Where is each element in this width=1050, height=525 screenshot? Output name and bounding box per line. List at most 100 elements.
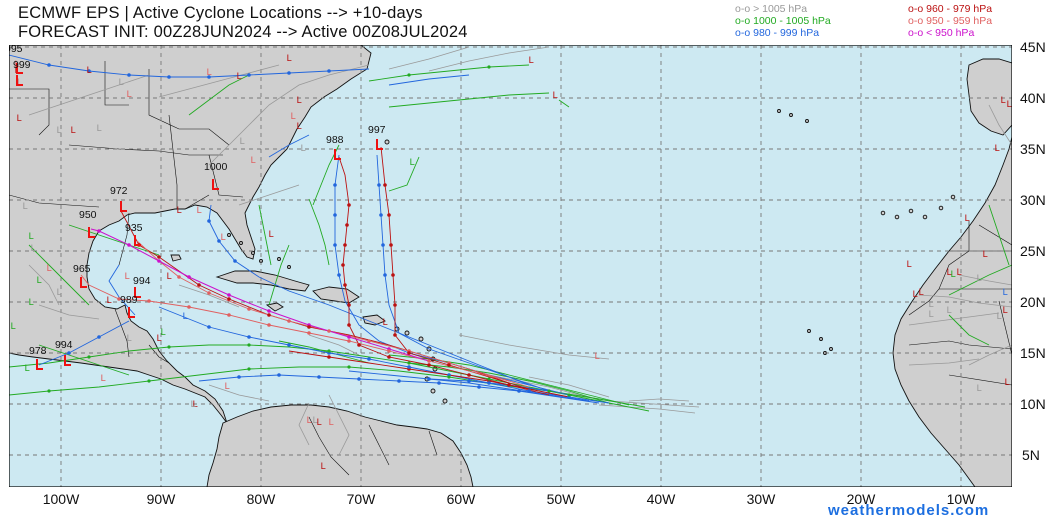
lat-label-20n: 20N (1020, 294, 1046, 310)
svg-text:L: L (22, 202, 27, 212)
svg-text:L: L (24, 364, 29, 374)
svg-text:L: L (1006, 100, 1011, 110)
svg-text:L: L (224, 382, 229, 392)
svg-text:L: L (290, 112, 295, 122)
land-atlantic-islands (384, 109, 956, 355)
svg-text:L: L (594, 352, 599, 362)
svg-text:L: L (28, 232, 33, 242)
pressure-label: 950 (79, 209, 97, 221)
svg-text:L: L (192, 400, 197, 410)
svg-text:L: L (118, 78, 123, 88)
svg-text:L: L (220, 233, 225, 243)
pressure-label: 988 (326, 134, 344, 146)
svg-text:L: L (996, 312, 1001, 322)
map-title-line-1: ECMWF EPS | Active Cyclone Locations -->… (18, 4, 423, 22)
legend-960-979: o-o 960 - 979 hPa (908, 3, 993, 15)
lon-label-10w: 10W (946, 491, 976, 507)
legend-980-999: o-o 980 - 999 hPa (735, 27, 820, 39)
svg-text:L: L (928, 300, 933, 310)
svg-text:L: L (382, 318, 387, 328)
svg-text:L: L (190, 400, 195, 410)
svg-text:L: L (56, 126, 61, 136)
track-points (47, 63, 571, 399)
pressure-label: 994 (55, 339, 73, 351)
svg-text:L: L (126, 90, 131, 100)
lon-label-40w: 40W (646, 491, 676, 507)
svg-text:L: L (320, 462, 325, 472)
svg-text:L: L (982, 250, 987, 260)
svg-text:L: L (312, 416, 317, 426)
svg-text:L: L (328, 418, 333, 428)
lon-label-70w: 70W (346, 491, 376, 507)
svg-text:L: L (994, 144, 999, 154)
map-title-line-2: FORECAST INIT: 00Z28JUN2024 --> Active 0… (18, 23, 468, 41)
svg-text:L: L (100, 374, 105, 384)
brand-watermark[interactable]: weathermodels.com (828, 502, 990, 519)
land-americas (9, 45, 474, 487)
svg-text:L: L (16, 78, 21, 88)
svg-text:L: L (10, 322, 15, 332)
svg-text:L: L (956, 268, 961, 278)
svg-text:L: L (296, 96, 301, 106)
svg-text:L: L (56, 288, 61, 298)
svg-text:L: L (206, 68, 211, 78)
pressure-flags (16, 63, 383, 370)
pressure-label: 997 (368, 124, 386, 136)
lon-label-50w: 50W (546, 491, 576, 507)
svg-text:L: L (28, 298, 33, 308)
lon-label-20w: 20W (846, 491, 876, 507)
svg-text:L: L (976, 274, 981, 284)
lat-label-25n: 25N (1020, 243, 1046, 259)
svg-text:L: L (250, 156, 255, 166)
pressure-label: 999 (13, 59, 31, 71)
svg-text:L: L (964, 214, 969, 224)
pressure-label: 1000 (204, 161, 228, 173)
svg-text:L: L (268, 230, 273, 240)
pressure-label: 994 (133, 275, 151, 287)
cyclone-track-map: LLL LL L LLL LL L LLL LLL LLL LLL LLL LLL … (9, 45, 1012, 487)
svg-text:L: L (176, 206, 181, 216)
svg-text:L: L (182, 312, 187, 322)
pressure-label: 978 (29, 345, 47, 357)
svg-text:L: L (156, 334, 161, 344)
svg-text:L: L (296, 122, 301, 132)
pressure-label: 972 (110, 185, 128, 197)
svg-text:L: L (946, 306, 951, 316)
lon-label-80w: 80W (246, 491, 276, 507)
svg-text:L: L (1000, 96, 1005, 106)
svg-text:L: L (239, 137, 244, 147)
pressure-label: 995 (9, 45, 23, 55)
lon-label-60w: 60W (446, 491, 476, 507)
svg-text:L: L (166, 272, 171, 282)
lon-label-30w: 30W (746, 491, 776, 507)
svg-text:L: L (552, 91, 557, 101)
svg-text:L: L (1002, 288, 1007, 298)
svg-text:L: L (70, 126, 75, 136)
pressure-label-group: 995 999 972 1000 950 935 965 994 989 978… (9, 45, 386, 357)
svg-text:L: L (976, 384, 981, 394)
legend-1000-1005: o-o 1000 - 1005 hPa (735, 15, 831, 27)
svg-text:L: L (86, 66, 91, 76)
svg-text:L: L (236, 72, 241, 82)
svg-text:L: L (196, 206, 201, 216)
svg-text:L: L (16, 114, 21, 124)
svg-text:L: L (316, 418, 321, 428)
svg-text:L: L (96, 124, 101, 134)
svg-text:L: L (306, 416, 311, 426)
svg-text:L: L (30, 244, 35, 254)
lat-label-35n: 35N (1020, 141, 1046, 157)
svg-text:L: L (528, 56, 533, 66)
borders (9, 61, 1012, 476)
lat-label-10n: 10N (1020, 396, 1046, 412)
legend-950-959: o-o 950 - 959 hPa (908, 15, 993, 27)
lon-label-100w: 100W (42, 491, 80, 507)
pressure-label: 965 (73, 263, 91, 275)
land-caribbean-islands (170, 233, 448, 404)
pressure-label: 935 (125, 222, 143, 234)
svg-text:L: L (906, 260, 911, 270)
svg-text:L: L (1004, 378, 1009, 388)
svg-text:L: L (946, 268, 951, 278)
svg-text:L: L (106, 296, 111, 306)
lat-label-15n: 15N (1020, 345, 1046, 361)
lat-label-5n: 5N (1022, 447, 1040, 463)
